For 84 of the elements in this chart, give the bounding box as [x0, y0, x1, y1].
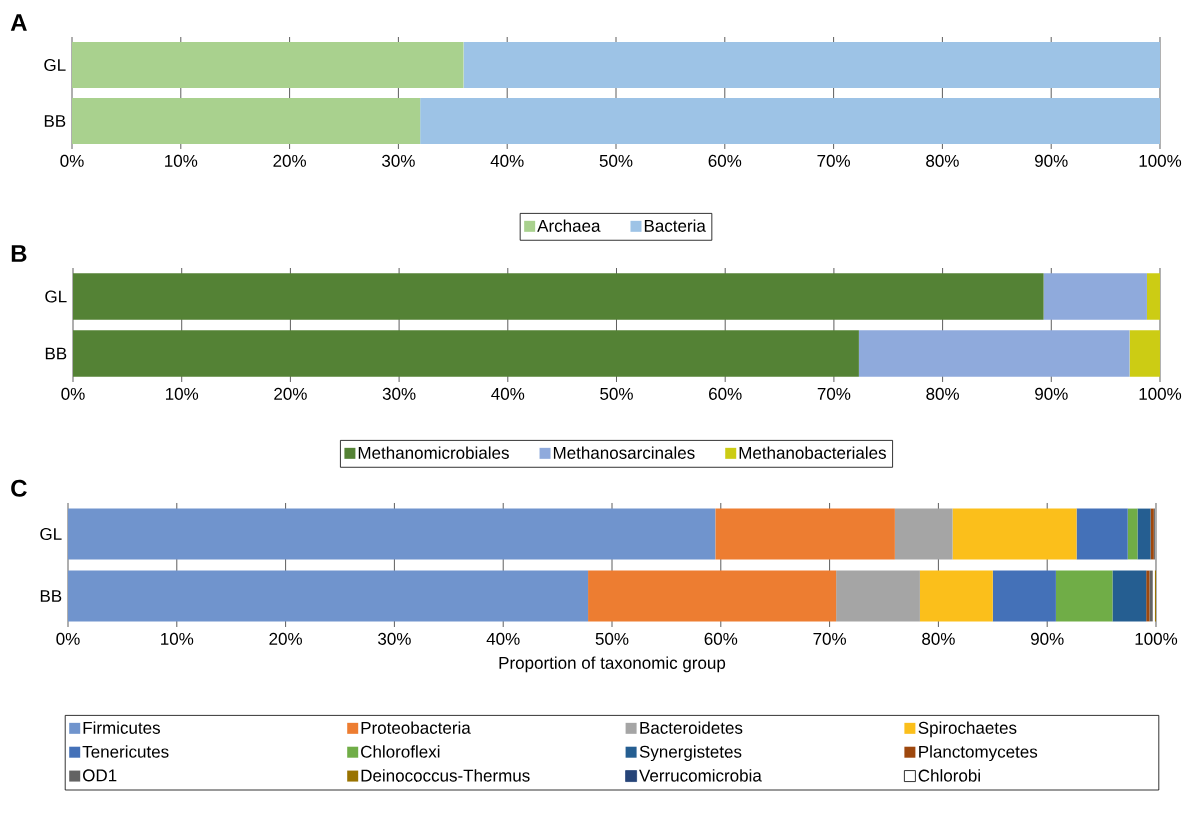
bar	[715, 508, 895, 560]
x-tick-label: 10%	[165, 154, 198, 167]
bar	[1127, 508, 1138, 560]
x-tick-label: 70%	[817, 154, 850, 167]
legend-label: Methanomicrobiales	[358, 446, 509, 459]
x-tick-label: 70%	[813, 632, 846, 645]
bar	[72, 42, 464, 88]
bar	[1137, 508, 1151, 560]
legend-label: Bacteroidetes	[640, 721, 743, 734]
y-tick-label: GL	[40, 527, 62, 541]
x-tick-label: 10%	[165, 387, 199, 400]
x-tick-label: 80%	[922, 632, 955, 645]
legend-label: Verrucomicrobia	[639, 769, 762, 782]
x-tick-label: 90%	[1035, 387, 1068, 400]
x-tick-label: 0%	[61, 387, 85, 400]
x-axis-title: Proportion of taxonomic group	[499, 656, 726, 673]
bar	[1112, 570, 1147, 622]
x-tick-label: 50%	[599, 154, 633, 167]
x-tick-label: 30%	[382, 154, 415, 167]
bar	[894, 508, 953, 560]
x-tick-label: 100%	[1139, 154, 1182, 167]
x-tick-label: 90%	[1030, 632, 1064, 645]
x-tick-label: 40%	[491, 387, 525, 400]
x-tick-label: 60%	[704, 632, 738, 645]
bar	[72, 98, 421, 144]
legend-label: Spirochaetes	[918, 721, 1017, 738]
x-tick-label: 70%	[817, 387, 851, 400]
bar	[420, 98, 1160, 144]
bar	[73, 273, 1044, 320]
legend-label: Methanobacteriales	[739, 446, 886, 459]
y-tick-label: BB	[45, 347, 67, 360]
bar	[463, 42, 1160, 88]
x-tick-label: 40%	[490, 154, 524, 167]
legend-label: Chloroflexi	[361, 745, 440, 758]
y-tick-label: GL	[44, 58, 66, 72]
y-tick-label: BB	[40, 590, 62, 602]
legend-label: Deinococcus-Thermus	[361, 769, 530, 782]
x-tick-label: 60%	[709, 387, 742, 400]
legend-label: Chlorobi	[918, 769, 980, 782]
x-tick-label: 40%	[486, 632, 520, 645]
x-tick-label: 80%	[926, 387, 959, 400]
x-tick-label: 100%	[1135, 632, 1178, 645]
bar	[73, 330, 859, 377]
legend-label: Bacteria	[644, 219, 706, 232]
legend-label: Proteobacteria	[361, 721, 471, 734]
bar	[1043, 273, 1147, 320]
bar	[919, 570, 993, 622]
bar	[1129, 330, 1160, 377]
x-tick-label: 0%	[56, 632, 80, 645]
x-tick-label: 0%	[60, 154, 84, 167]
legend-label: Tenericutes	[82, 745, 169, 758]
chart-title: C	[11, 479, 27, 497]
x-tick-label: 100%	[1139, 387, 1182, 400]
bar	[588, 570, 837, 622]
legend-label: Methanosarcinales	[553, 446, 695, 459]
legend-label: Synergistetes	[639, 745, 742, 762]
x-tick-label: 60%	[708, 154, 742, 167]
bar	[68, 570, 589, 622]
chart-title: B	[11, 245, 27, 262]
x-tick-label: 80%	[926, 154, 959, 167]
y-tick-label: BB	[44, 115, 66, 127]
legend-label: Archaea	[537, 219, 601, 232]
chart-title: A	[10, 14, 27, 31]
bar	[952, 508, 1077, 560]
bar	[992, 570, 1056, 622]
legend-label: OD1	[83, 769, 117, 782]
x-tick-label: 30%	[382, 387, 416, 400]
x-tick-label: 20%	[273, 154, 306, 167]
x-tick-label: 50%	[600, 387, 633, 400]
bar	[1076, 508, 1128, 560]
bar	[68, 508, 716, 560]
bar	[1146, 273, 1160, 320]
bar	[836, 570, 920, 622]
bar	[858, 330, 1130, 377]
x-tick-label: 20%	[269, 632, 302, 645]
y-tick-label: GL	[45, 290, 67, 303]
legend-label: Planctomycetes	[919, 745, 1038, 762]
x-tick-label: 30%	[378, 632, 411, 645]
bar	[1055, 570, 1113, 622]
x-tick-label: 20%	[274, 387, 307, 400]
x-tick-label: 10%	[161, 632, 194, 645]
x-tick-label: 50%	[595, 632, 629, 645]
x-tick-label: 90%	[1034, 154, 1068, 167]
legend-label: Firmicutes	[83, 721, 160, 734]
